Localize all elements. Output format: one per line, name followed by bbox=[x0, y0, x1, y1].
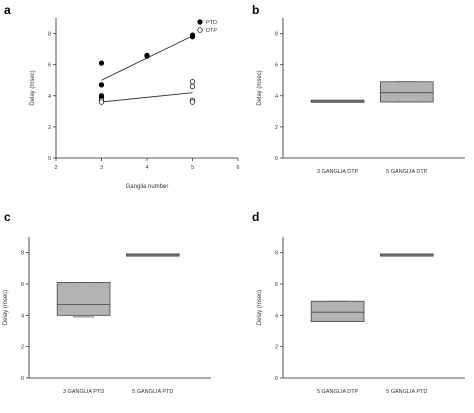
y-tick-label: 0 bbox=[21, 376, 24, 382]
category-label: 5 GANGLIA PTD bbox=[132, 389, 173, 395]
y-tick-label: 0 bbox=[275, 376, 278, 382]
legend-marker-dtp bbox=[197, 27, 203, 33]
category-label: 5 GANGLIA DTP bbox=[317, 389, 359, 395]
panel-b: b 0 2 4 6 8 Delay (msec) 3 GANGLIA DTP 5 GANGLIA… bbox=[252, 3, 465, 175]
y-tick-label: 2 bbox=[48, 125, 51, 131]
data-point-dtp bbox=[189, 79, 196, 85]
data-point-ptd bbox=[98, 82, 105, 88]
y-tick-label: 6 bbox=[275, 63, 278, 69]
y-tick-label: 6 bbox=[21, 282, 24, 288]
legend-label: DTP bbox=[206, 28, 217, 34]
data-point-dtp bbox=[189, 99, 196, 105]
x-tick-label: 6 bbox=[236, 165, 239, 171]
y-tick-label: 4 bbox=[21, 313, 24, 319]
x-axis-label: Ganglia number bbox=[126, 184, 169, 190]
legend-marker-ptd bbox=[197, 19, 203, 25]
y-tick-label: 2 bbox=[275, 125, 278, 131]
y-tick-label: 8 bbox=[275, 251, 278, 257]
panel-d: d 0 2 4 6 8 Delay (msec) 5 GANGLIA DTP 5 GANGLIA… bbox=[252, 210, 465, 395]
box bbox=[56, 282, 111, 316]
data-point-ptd bbox=[189, 34, 196, 40]
y-tick-label: 2 bbox=[21, 345, 24, 351]
box bbox=[379, 81, 434, 103]
panel-c: c 0 2 4 6 8 Delay (msec) 3 GANGLIA PTD 5 GANGLIA… bbox=[3, 210, 211, 395]
panel-letter: a bbox=[4, 3, 11, 17]
y-tick-label: 6 bbox=[48, 63, 51, 69]
x-tick-label: 5 bbox=[191, 165, 194, 171]
panel-letter: c bbox=[4, 210, 11, 224]
box bbox=[310, 300, 365, 323]
panel-letter: b bbox=[252, 3, 259, 17]
y-tick-label: 2 bbox=[275, 345, 278, 351]
panel-letter: d bbox=[252, 210, 259, 224]
y-axis-label: Delay (msec) bbox=[257, 70, 263, 105]
category-label: 3 GANGLIA DTP bbox=[317, 169, 359, 175]
category-label: 3 GANGLIA PTD bbox=[63, 389, 104, 395]
x-tick-label: 4 bbox=[145, 165, 148, 171]
y-axis-label: Delay (msec) bbox=[30, 70, 36, 105]
y-tick-label: 8 bbox=[48, 32, 51, 38]
x-tick-label: 2 bbox=[54, 165, 57, 171]
y-tick-label: 4 bbox=[275, 313, 278, 319]
category-label: 5 GANGLIA PTD bbox=[386, 389, 427, 395]
legend-label: PTD bbox=[206, 20, 217, 26]
y-tick-label: 4 bbox=[48, 94, 51, 100]
y-tick-label: 6 bbox=[275, 282, 278, 288]
y-axis-label: Delay (msec) bbox=[3, 290, 9, 325]
y-axis-label: Delay (msec) bbox=[257, 290, 263, 325]
data-point-ptd bbox=[98, 60, 105, 66]
data-point-ptd bbox=[144, 53, 150, 59]
y-tick-label: 4 bbox=[275, 94, 278, 100]
data-point-dtp bbox=[189, 83, 196, 90]
x-tick-label: 3 bbox=[100, 165, 103, 171]
category-label: 5 GANGLIA DTP bbox=[386, 169, 428, 175]
y-tick-label: 0 bbox=[275, 156, 278, 162]
trend-line-dtp bbox=[101, 92, 193, 103]
y-tick-label: 8 bbox=[275, 32, 278, 38]
data-point-dtp bbox=[98, 99, 105, 105]
y-tick-label: 8 bbox=[21, 251, 24, 257]
y-tick-label: 0 bbox=[48, 156, 51, 162]
